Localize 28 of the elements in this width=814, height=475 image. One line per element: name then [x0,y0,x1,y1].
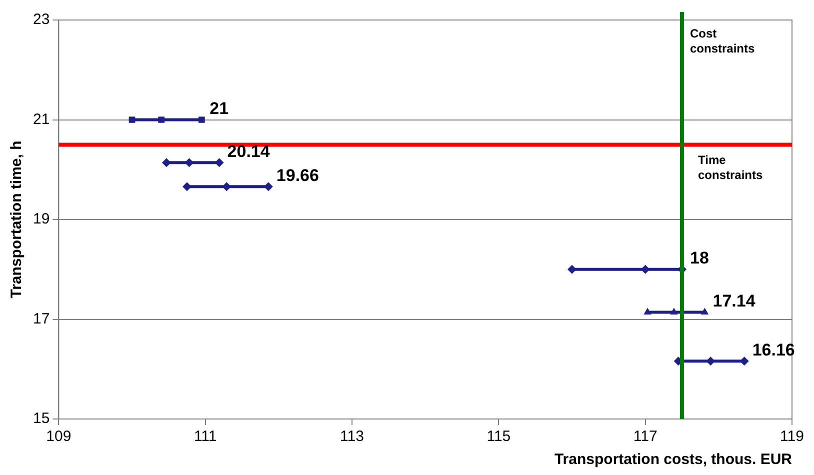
data-label: 16.16 [752,340,795,360]
point [700,308,709,315]
data-label: 20.14 [227,142,270,161]
x-tick-label: 111 [194,428,217,446]
ref-line-label: Cost constraints [690,26,756,56]
x-tick-label: 109 [46,428,72,446]
point [644,308,652,315]
y-tick-label: 17 [32,310,50,328]
data-label: 21 [210,98,229,118]
y-tick-label: 23 [32,11,50,28]
y-tick-label: 15 [32,410,50,428]
x-tick-label: 119 [780,428,804,446]
data-label: 18 [690,248,709,268]
x-tick-label: 117 [633,428,658,446]
y-tick-label: 19 [32,210,50,228]
y-axis-title: Transportation time, h [8,140,26,298]
x-axis-title: Transportation costs, thous. EUR [554,451,792,468]
data-label: 19.66 [276,166,319,185]
point [162,158,171,168]
x-tick-label: 115 [486,428,511,446]
ref-line-label: Time constraints [698,153,764,182]
point [198,116,205,123]
point [670,308,678,315]
data-label: 17.14 [712,291,756,310]
x-tick-label: 113 [340,428,364,446]
point [158,116,165,123]
y-tick-label: 21 [32,110,50,128]
point [128,116,136,123]
